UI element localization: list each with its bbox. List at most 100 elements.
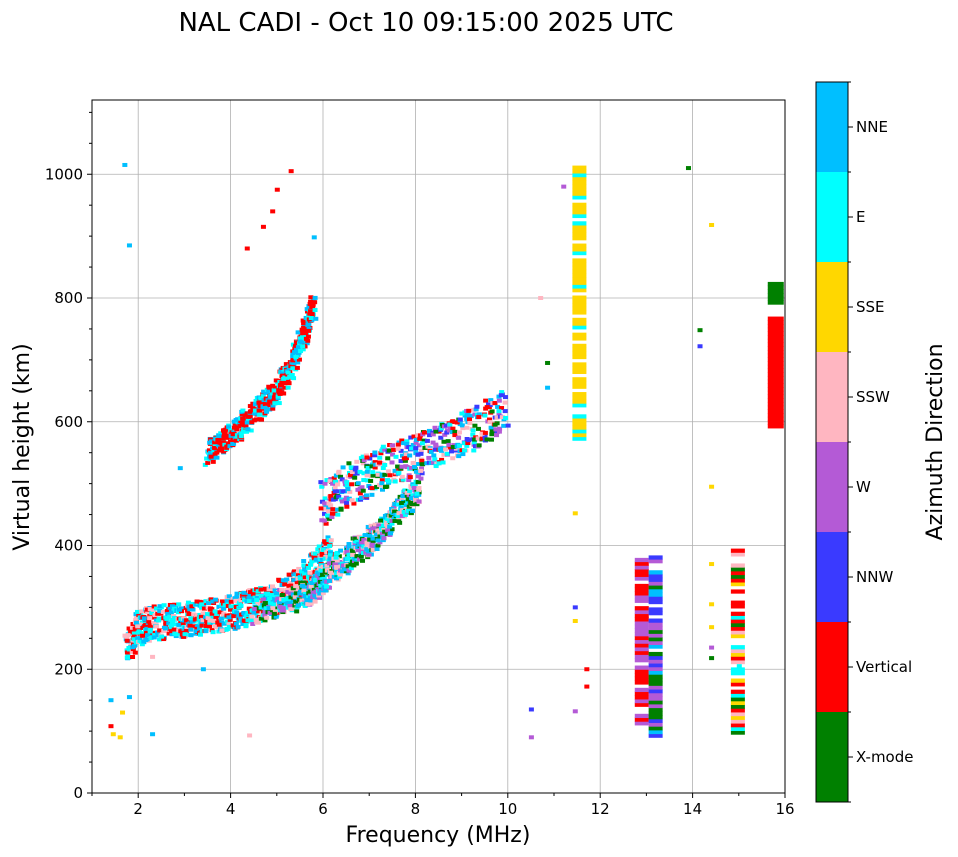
upper-cluster-trace-point bbox=[499, 390, 505, 395]
low-layer-o-trace-point bbox=[190, 607, 196, 612]
column-11-5-segment bbox=[572, 250, 587, 256]
low-layer-o-trace-point bbox=[124, 655, 130, 660]
low-layer-o-trace-point bbox=[181, 634, 187, 639]
column-11-5-segment bbox=[572, 213, 587, 219]
low-layer-o-trace-point bbox=[283, 595, 289, 600]
upper-cluster-trace-point bbox=[473, 435, 479, 440]
column-13-2-segment bbox=[648, 640, 663, 645]
upper-cluster-trace-point bbox=[361, 478, 367, 483]
low-layer-o-trace-point bbox=[203, 615, 209, 620]
low-layer-o-trace-point bbox=[210, 599, 216, 604]
column-15-0-segment bbox=[730, 563, 745, 568]
low-layer-o-trace-point bbox=[221, 606, 227, 611]
column-12-9-segment bbox=[634, 617, 649, 622]
upper-cluster-trace-point bbox=[427, 433, 433, 438]
low-layer-o-trace-point bbox=[276, 577, 282, 582]
upper-cluster-trace-point bbox=[346, 470, 352, 475]
low-layer-x-trace-point bbox=[300, 583, 306, 588]
second-hop-trace-point bbox=[290, 358, 296, 363]
second-hop-trace-point bbox=[234, 433, 240, 438]
column-12-9-segment bbox=[634, 569, 649, 574]
column-15-8-red-segment bbox=[767, 405, 784, 410]
low-layer-x-trace-point bbox=[301, 588, 307, 593]
y-axis-ticks: 0 200 400 600 800 1000 bbox=[45, 111, 92, 802]
y-tick-label: 0 bbox=[73, 784, 83, 802]
upper-cluster-trace-point bbox=[322, 511, 328, 516]
low-layer-o-trace-point bbox=[216, 604, 222, 609]
second-hop-trace-point bbox=[234, 436, 240, 441]
column-11-5-segment bbox=[572, 366, 587, 371]
upper-cluster-trace-point bbox=[450, 426, 456, 431]
second-hop-trace-point bbox=[273, 378, 279, 383]
upper-cluster-trace-point bbox=[489, 437, 495, 442]
upper-cluster-trace-point bbox=[493, 427, 499, 432]
upper-cluster-trace-point bbox=[430, 432, 436, 437]
column-13-2-segment bbox=[648, 592, 663, 597]
low-layer-o-trace-point bbox=[153, 621, 159, 626]
upper-cluster-trace-point bbox=[449, 449, 455, 454]
low-layer-x-trace-point bbox=[364, 542, 370, 547]
low-layer-x-trace-point bbox=[302, 591, 308, 596]
low-layer-o-trace-point bbox=[291, 569, 297, 574]
column-12-9-segment bbox=[634, 639, 649, 644]
second-hop-trace-point bbox=[210, 459, 216, 464]
low-layer-o-trace-point bbox=[159, 634, 165, 639]
column-11-5-segment bbox=[572, 184, 587, 189]
upper-cluster-trace-point bbox=[411, 434, 417, 439]
isolated-echo-point bbox=[122, 162, 128, 167]
upper-cluster-trace-point bbox=[382, 472, 388, 477]
low-layer-x-trace-point bbox=[288, 595, 294, 600]
second-hop-trace-point bbox=[267, 393, 273, 398]
low-layer-x-trace-point bbox=[392, 509, 398, 514]
low-layer-o-trace-point bbox=[280, 578, 286, 583]
low-layer-o-trace-point bbox=[194, 613, 200, 618]
upper-cluster-trace-point bbox=[488, 398, 494, 403]
column-15-8-green-segment bbox=[767, 285, 784, 290]
second-hop-trace-point bbox=[220, 440, 226, 445]
column-12-9-segment bbox=[634, 613, 649, 618]
upper-cluster-trace-point bbox=[443, 447, 449, 452]
low-layer-x-trace-point bbox=[326, 585, 332, 590]
column-15-0-segment bbox=[730, 656, 745, 661]
second-hop-trace-point bbox=[259, 417, 265, 422]
column-15-8-red-segment bbox=[767, 401, 784, 407]
low-layer-o-trace-point bbox=[131, 634, 137, 639]
low-layer-o-trace-point bbox=[169, 618, 175, 623]
column-13-2-segment bbox=[648, 570, 663, 575]
low-layer-o-trace-point bbox=[166, 631, 172, 636]
column-15-0-segment bbox=[730, 689, 745, 694]
upper-cluster-trace-point bbox=[484, 437, 490, 442]
upper-cluster-trace-point bbox=[432, 425, 438, 430]
upper-cluster-trace-point bbox=[466, 408, 472, 413]
column-11-5-segment bbox=[572, 343, 587, 348]
second-hop-trace-point bbox=[278, 383, 284, 388]
low-layer-o-trace-point bbox=[322, 556, 328, 561]
upper-cluster-trace-point bbox=[329, 515, 335, 520]
second-hop-trace-point bbox=[250, 405, 256, 410]
x-tick-label: 14 bbox=[683, 800, 702, 818]
second-hop-trace-point bbox=[219, 444, 225, 449]
low-layer-o-trace-point bbox=[149, 611, 155, 616]
low-layer-x-trace-point bbox=[267, 610, 273, 615]
low-layer-o-trace-point bbox=[203, 627, 209, 632]
low-layer-x-trace-point bbox=[389, 521, 395, 526]
upper-cluster-trace-point bbox=[404, 441, 410, 446]
upper-cluster-trace-point bbox=[407, 475, 413, 480]
low-layer-x-trace-point bbox=[366, 549, 372, 554]
low-layer-x-trace-point bbox=[418, 476, 424, 481]
column-15-8-red-segment bbox=[767, 383, 784, 388]
column-11-5-segment bbox=[572, 317, 587, 323]
column-15-0-segment bbox=[730, 697, 745, 702]
low-layer-x-trace-point bbox=[255, 600, 261, 605]
upper-cluster-trace-point bbox=[484, 405, 490, 410]
column-13-2-segment bbox=[648, 581, 663, 586]
second-hop-trace-point bbox=[290, 366, 296, 371]
column-13-2-segment bbox=[648, 711, 663, 716]
upper-cluster-trace-point bbox=[492, 401, 498, 406]
low-layer-o-trace-point bbox=[204, 618, 210, 623]
low-layer-x-trace-point bbox=[356, 541, 362, 546]
column-11-5-segment bbox=[572, 232, 587, 237]
low-layer-x-trace-point bbox=[287, 599, 293, 604]
column-13-2-segment bbox=[648, 696, 663, 701]
low-layer-o-trace-point bbox=[207, 618, 213, 623]
